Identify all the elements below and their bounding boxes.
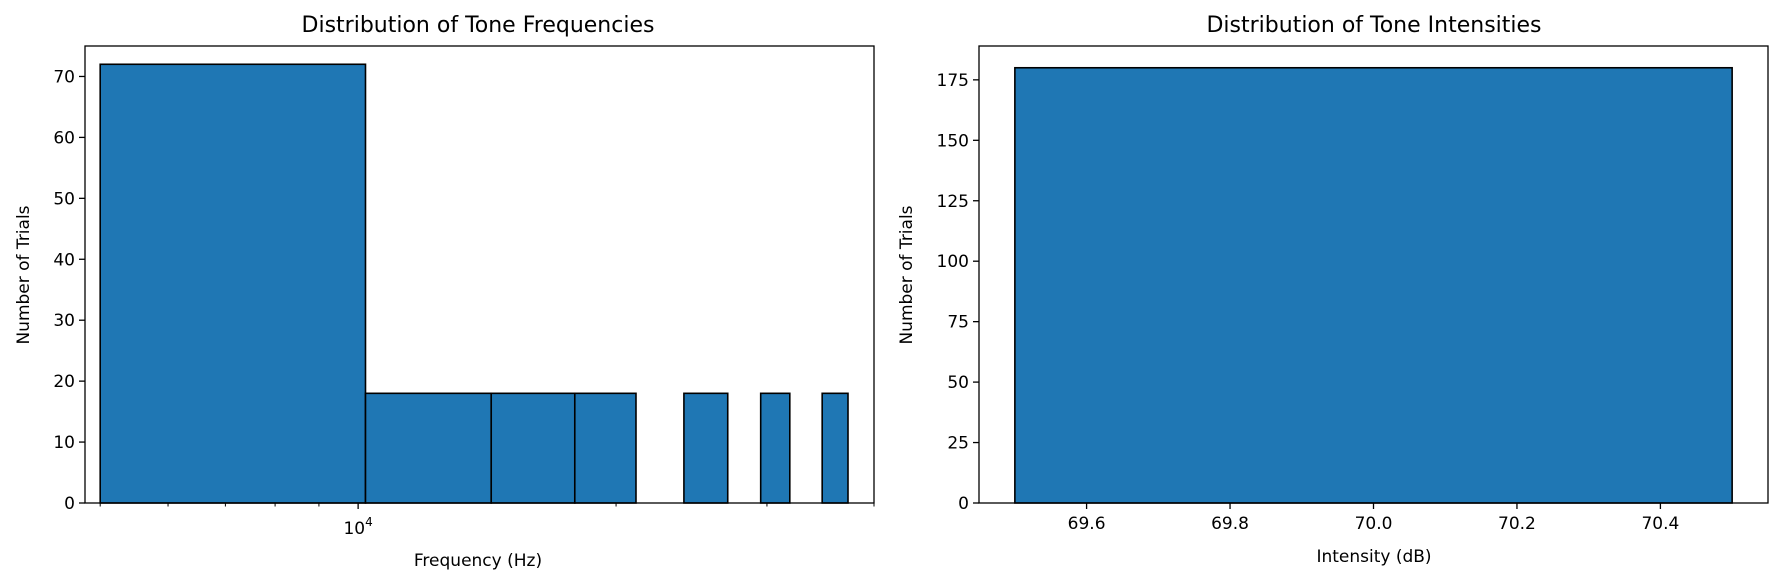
y-axis-label-trials-right: Number of Trials xyxy=(897,205,917,344)
y-tick-label-0-7: 70 xyxy=(53,67,75,87)
y-tick-label-0-5: 50 xyxy=(53,189,75,209)
y-tick-label-1-7: 175 xyxy=(937,71,969,91)
histogram-bar-0-5 xyxy=(759,392,791,504)
y-axis-label-trials-left: Number of Trials xyxy=(14,205,34,344)
chart-title-intensities: Distribution of Tone Intensities xyxy=(1206,13,1541,38)
y-tick-label-0-2: 20 xyxy=(53,372,75,392)
x-tick-label-1-1: 69.8 xyxy=(1211,514,1249,534)
intensity-histogram-panel: Distribution of Tone Intensities Intensi… xyxy=(897,13,1769,567)
y-tick-label-1-1: 25 xyxy=(947,434,969,454)
y-tick-label-0-1: 10 xyxy=(53,433,75,453)
y-tick-label-1-2: 50 xyxy=(947,373,969,393)
x-tick-label-1-4: 70.4 xyxy=(1641,514,1679,534)
y-tick-label-1-4: 100 xyxy=(937,252,969,272)
plot-frame-0 xyxy=(84,45,875,504)
chart-title-frequencies: Distribution of Tone Frequencies xyxy=(302,13,655,38)
x-axis-label-intensity: Intensity (dB) xyxy=(1316,547,1431,567)
histogram-bar-0-4 xyxy=(683,392,729,504)
histogram-bar-1-0 xyxy=(1014,66,1733,504)
histogram-bar-0-1 xyxy=(364,392,493,504)
y-tick-label-1-5: 125 xyxy=(937,192,969,212)
y-tick-label-0-0: 0 xyxy=(64,494,75,514)
frequency-histogram-panel: Distribution of Tone Frequencies Frequen… xyxy=(14,13,875,571)
x-tick-label-0-major: 104 xyxy=(343,515,372,539)
y-tick-label-0-3: 30 xyxy=(53,311,75,331)
histogram-bar-0-6 xyxy=(821,392,849,504)
y-tick-label-0-4: 40 xyxy=(53,250,75,270)
y-tick-label-0-6: 60 xyxy=(53,128,75,148)
y-tick-label-1-0: 0 xyxy=(958,494,969,514)
x-tick-label-1-3: 70.2 xyxy=(1498,514,1536,534)
y-tick-label-1-6: 150 xyxy=(937,131,969,151)
x-tick-label-1-2: 70.0 xyxy=(1355,514,1393,534)
histogram-bar-0-3 xyxy=(573,392,637,504)
y-tick-label-1-3: 75 xyxy=(947,313,969,333)
x-tick-label-1-0: 69.6 xyxy=(1068,514,1106,534)
histogram-bar-0-0 xyxy=(99,63,367,504)
histogram-bar-0-2 xyxy=(490,392,576,504)
x-axis-label-frequency: Frequency (Hz) xyxy=(414,551,542,571)
